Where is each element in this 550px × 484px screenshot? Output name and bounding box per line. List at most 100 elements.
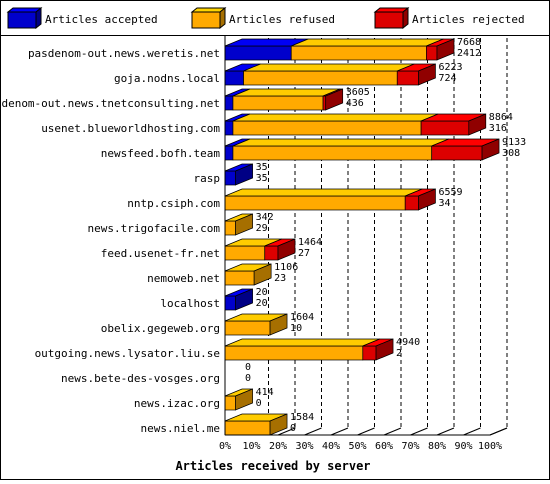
- bar-side: [269, 413, 288, 436]
- bar-side: [277, 238, 296, 261]
- server-label: pasdenom-out.news.tnetconsulting.net: [0, 97, 220, 110]
- value-label-bottom: 0: [256, 398, 262, 409]
- bar-refused-top: [243, 63, 415, 72]
- value-label-bottom: 29: [256, 223, 268, 234]
- bar-refused: [224, 320, 271, 336]
- x-axis: 0% 10% 20% 30% 40% 50% 60% 70% 80% 90% 100%: [219, 36, 508, 452]
- bar-side: [418, 63, 436, 86]
- grid-diagonal: [304, 427, 322, 436]
- value-label-top: 9133: [502, 137, 526, 148]
- value-label-bottom: 20: [256, 298, 268, 309]
- x-tick-label: 50%: [348, 441, 366, 452]
- bar-refused-top: [224, 188, 423, 197]
- bar-refused-top: [232, 113, 439, 122]
- bar-refused: [224, 345, 364, 361]
- server-label: usenet.blueworldhosting.com: [41, 122, 220, 135]
- grid-diagonal: [463, 427, 481, 436]
- bar-accepted: [224, 45, 292, 61]
- bar-rejected: [322, 95, 327, 111]
- x-tick-label: 10%: [242, 441, 260, 452]
- x-tick-label: 60%: [375, 441, 393, 452]
- value-label-bottom: 0: [290, 423, 296, 434]
- value-label-bottom: 34: [438, 198, 450, 209]
- bar-side: [235, 163, 253, 186]
- value-label-top: 1106: [274, 262, 298, 273]
- legend-swatch-1: [191, 11, 221, 29]
- server-label: goja.nodns.local: [114, 72, 220, 85]
- grid-diagonal: [330, 427, 349, 436]
- legend-swatch-1-side: [219, 6, 226, 30]
- server-label: nntp.csiph.com: [127, 197, 220, 210]
- value-label-top: 1584: [290, 412, 314, 423]
- bar-side: [235, 388, 253, 411]
- value-label-bottom: 0: [245, 373, 251, 384]
- value-label-top: 3605: [346, 87, 370, 98]
- x-tick-label: 70%: [401, 441, 419, 452]
- x-axis-title: Articles received by server: [175, 459, 370, 473]
- value-label-top: 4940: [396, 337, 420, 348]
- server-label: news.bete-des-vosges.org: [61, 372, 220, 385]
- bar-side: [325, 88, 344, 111]
- grid-diagonal: [436, 427, 455, 436]
- bar-refused: [290, 45, 427, 61]
- bar-refused-top: [232, 138, 449, 147]
- value-label-bottom: 10: [290, 323, 302, 334]
- bar-refused-top: [291, 38, 444, 47]
- server-label: news.trigofacile.com: [88, 222, 221, 235]
- bar-side: [481, 138, 500, 161]
- value-label-top: 8864: [489, 112, 513, 123]
- bar-refused: [224, 270, 255, 286]
- value-label-top: 414: [256, 387, 274, 398]
- value-label-top: 6559: [438, 187, 462, 198]
- server-label: rasp: [194, 172, 221, 185]
- value-label-top: 0: [245, 362, 251, 373]
- x-tick-label: 0%: [219, 441, 231, 452]
- server-label: outgoing.news.lysator.liu.se: [35, 347, 220, 360]
- value-label-bottom: 316: [489, 123, 507, 134]
- value-label-top: 20: [256, 287, 268, 298]
- bar-accepted: [224, 170, 236, 186]
- server-label: obelix.gegeweb.org: [101, 322, 220, 335]
- axis-floor-end: [489, 427, 508, 436]
- value-label-bottom: 2412: [457, 48, 481, 59]
- value-label-top: 1464: [298, 237, 322, 248]
- bar-accepted: [224, 120, 234, 136]
- server-label: feed.usenet-fr.net: [101, 247, 220, 260]
- legend-swatch-0-side: [35, 6, 42, 30]
- server-label: localhost: [160, 297, 220, 310]
- x-tick-label: 40%: [322, 441, 340, 452]
- bar-rejected: [362, 345, 377, 361]
- value-label-bottom: 436: [346, 98, 364, 109]
- bar-accepted: [224, 95, 234, 111]
- grid-diagonal: [277, 427, 296, 436]
- x-tick-label: 100%: [478, 441, 502, 452]
- server-label: nemoweb.net: [147, 272, 220, 285]
- bar-refused: [224, 420, 271, 436]
- bar-side: [235, 213, 253, 236]
- bar-accepted: [224, 295, 236, 311]
- legend-swatch-2-side: [402, 6, 409, 30]
- bar-side: [375, 338, 394, 361]
- value-label-top: 6223: [438, 62, 462, 73]
- bars: [224, 38, 500, 436]
- x-tick-label: 90%: [454, 441, 472, 452]
- bar-refused: [243, 70, 398, 86]
- value-label-top: 7668: [457, 37, 481, 48]
- value-label-bottom: 724: [438, 73, 456, 84]
- legend-label-2: Articles rejected: [412, 13, 525, 26]
- bar-refused: [224, 220, 236, 236]
- bar-refused: [232, 120, 422, 136]
- bar-refused-top: [224, 338, 380, 347]
- x-tick-label: 30%: [295, 441, 313, 452]
- bar-rejected: [396, 70, 419, 86]
- bar-rejected: [431, 145, 483, 161]
- value-label-bottom: 2: [396, 348, 402, 359]
- bar-refused-top: [232, 88, 341, 97]
- bar-accepted: [224, 70, 244, 86]
- bar-rejected: [426, 45, 438, 61]
- legend-swatch-0: [7, 11, 37, 29]
- server-label: news.niel.me: [141, 422, 220, 435]
- grid-diagonal: [357, 427, 375, 436]
